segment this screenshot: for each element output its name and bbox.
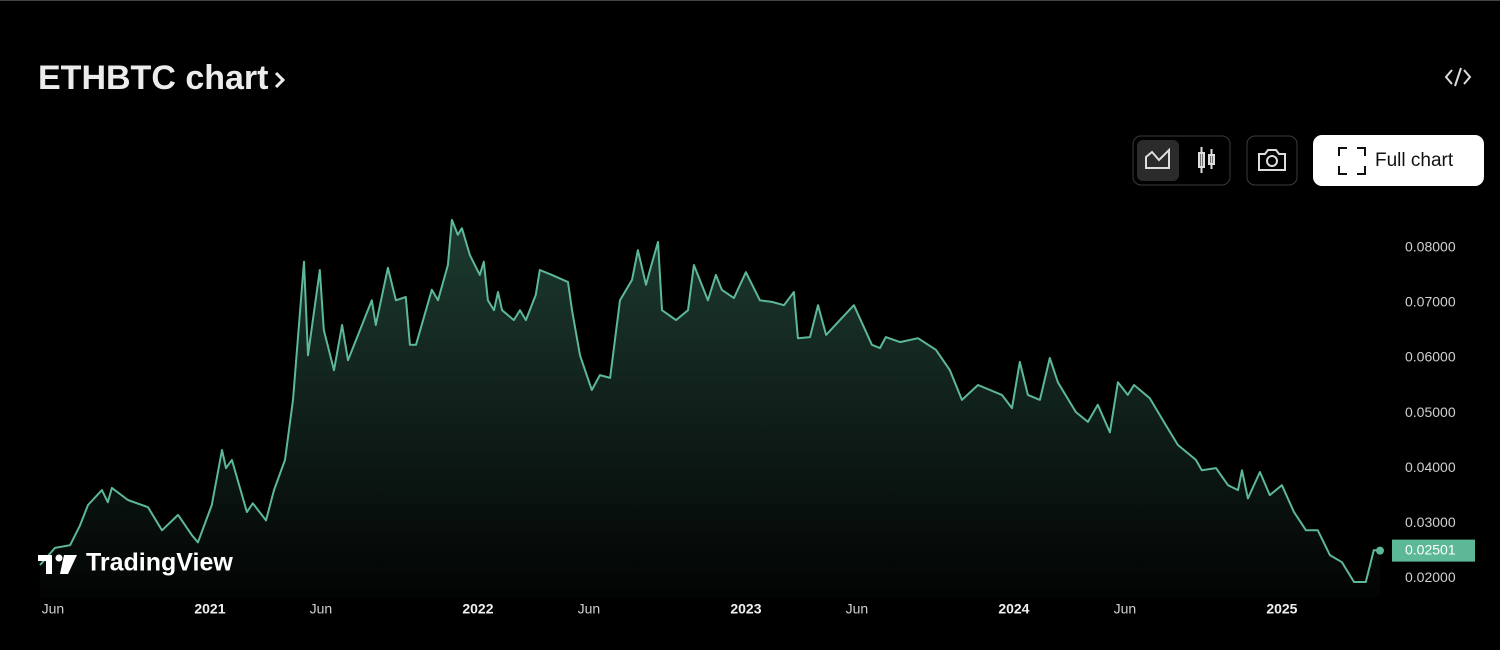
x-tick-label: Jun [310,601,333,617]
top-border [0,0,1500,1]
area-icon [1145,147,1170,169]
price-line [39,218,1381,583]
area-style-button[interactable] [1137,140,1179,181]
x-tick-label: Jun [578,601,601,617]
y-tick-label: 0.05000 [1405,404,1456,420]
x-tick-label: Jun [42,601,65,617]
x-tick-label: Jun [1114,601,1137,617]
plot: 0.02000 0.03000 0.04000 0.05000 0.06000 0.070… [39,218,1475,617]
full-chart-button[interactable] [1313,135,1484,186]
y-tick-label: 0.04000 [1405,459,1456,475]
last-value-badge [1392,539,1475,562]
chart-title[interactable]: ETHBTC chart [38,59,268,97]
logo-mark [55,554,63,562]
x-tick-label: 2022 [462,601,493,617]
x-tick-label: 2025 [1266,601,1297,617]
y-tick-label: 0.02000 [1405,569,1456,585]
logo-mark [38,555,52,574]
y-tick-label: 0.07000 [1405,294,1456,310]
full-chart-label[interactable]: Full chart [1375,150,1454,171]
x-tick-label: 2024 [998,601,1029,617]
x-tick-label: 2021 [194,601,225,617]
x-tick-label: 2023 [730,601,761,617]
last-point [1375,546,1384,555]
candle-style-button[interactable] [1198,147,1215,173]
camera-icon [1258,149,1286,171]
area-fill [40,219,1380,598]
watermark-text: TradingView [86,549,233,577]
last-value-label: 0.02501 [1405,541,1456,557]
logo-mark [60,555,77,574]
x-tick-label: Jun [846,601,869,617]
fullscreen-icon [1338,147,1366,175]
y-tick-label: 0.03000 [1405,514,1456,530]
title-chevron[interactable] [274,71,286,89]
y-tick-label: 0.06000 [1405,349,1456,365]
watermark: TradingView [38,549,233,577]
snapshot-button[interactable] [1246,135,1298,186]
chart-style-group [1132,135,1231,186]
y-tick-label: 0.08000 [1405,239,1456,255]
embed-icon[interactable] [1444,67,1472,87]
